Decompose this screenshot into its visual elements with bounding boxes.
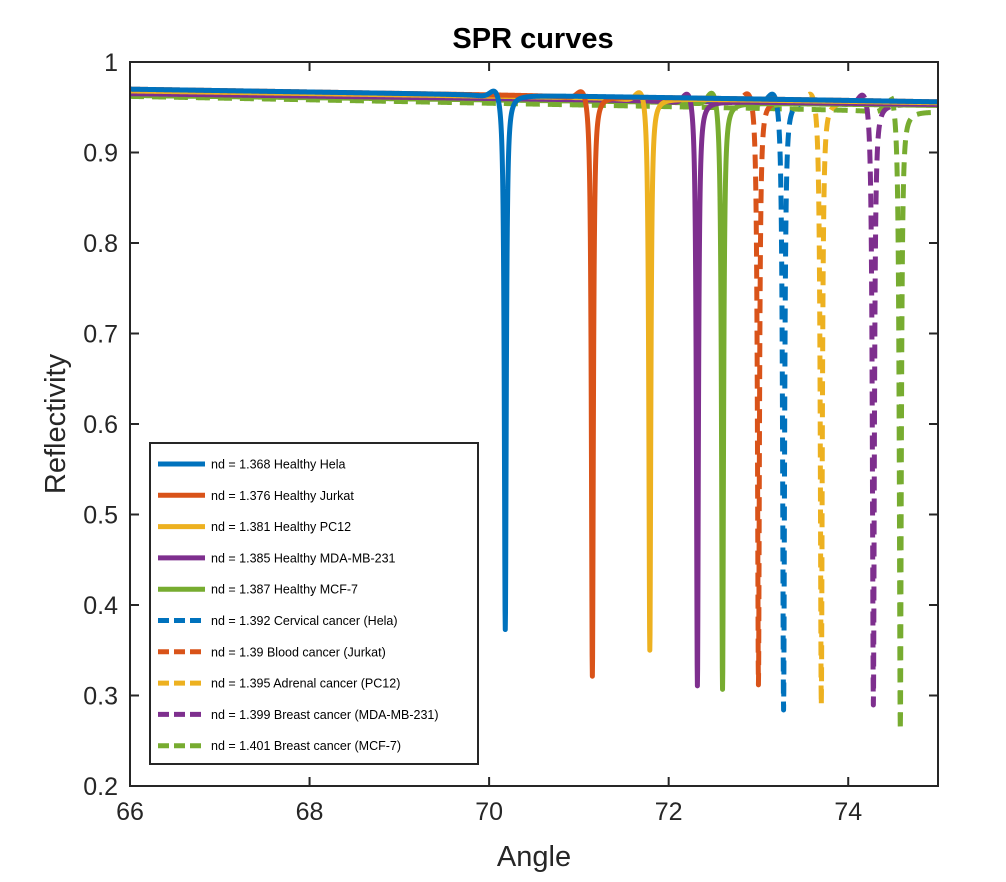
legend-entry-6: nd = 1.392 Cervical cancer (Hela) xyxy=(211,614,398,628)
legend-entry-2: nd = 1.376 Healthy Jurkat xyxy=(211,489,354,503)
legend-entry-4: nd = 1.385 Healthy MDA-MB-231 xyxy=(211,551,396,565)
legend-entry-7: nd = 1.39 Blood cancer (Jurkat) xyxy=(211,645,386,659)
y-axis-label: Reflectivity xyxy=(40,353,72,494)
y-tick-label: 0.8 xyxy=(83,230,118,258)
legend-entry-8: nd = 1.395 Adrenal cancer (PC12) xyxy=(211,677,400,691)
plot-area xyxy=(130,86,938,733)
tick-labels: 66 68 70 72 74 0.2 0.3 0.4 0.5 0.6 0.7 0.8 0.9 1 xyxy=(83,49,862,826)
legend-entry-5: nd = 1.387 Healthy MCF-7 xyxy=(211,583,358,597)
legend-entry-10: nd = 1.401 Breast cancer (MCF-7) xyxy=(211,739,401,753)
y-tick-label: 0.3 xyxy=(83,683,118,711)
y-tick-label: 0.9 xyxy=(83,140,118,168)
chart-title: SPR curves xyxy=(452,23,613,55)
x-tick-label: 74 xyxy=(834,798,862,826)
series-line-1 xyxy=(130,86,938,633)
y-tick-label: 0.5 xyxy=(83,502,118,530)
x-tick-label: 68 xyxy=(296,798,324,826)
y-tick-label: 0.7 xyxy=(83,321,118,349)
legend-entry-3: nd = 1.381 Healthy PC12 xyxy=(211,520,351,534)
y-tick-label: 1 xyxy=(104,49,118,77)
x-tick-label: 70 xyxy=(475,798,503,826)
y-tick-label: 0.4 xyxy=(83,592,118,620)
legend-entry-9: nd = 1.399 Breast cancer (MDA-MB-231) xyxy=(211,708,439,722)
x-axis-label: Angle xyxy=(497,841,571,873)
x-tick-label: 66 xyxy=(116,798,144,826)
axis-ticks xyxy=(129,61,938,787)
x-tick-label: 72 xyxy=(655,798,683,826)
legend-entry-1: nd = 1.368 Healthy Hela xyxy=(211,458,346,472)
legend: nd = 1.368 Healthy Hela nd = 1.376 Health… xyxy=(149,442,479,765)
y-tick-label: 0.6 xyxy=(83,411,118,439)
y-tick-label: 0.2 xyxy=(83,773,118,801)
